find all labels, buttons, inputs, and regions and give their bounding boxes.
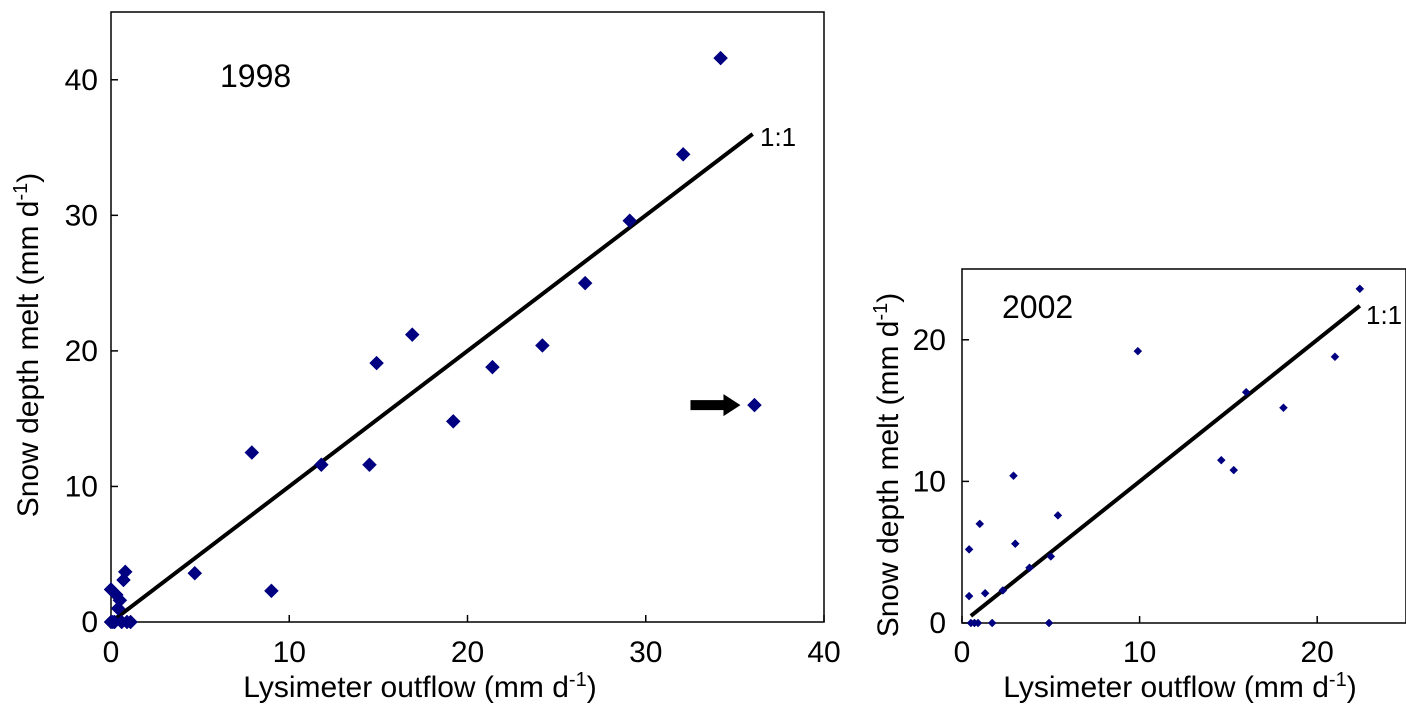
one-to-one-label-1998: 1:1 bbox=[760, 122, 796, 152]
data-point-1998 bbox=[675, 146, 691, 162]
x-ticks-1998: 0 10 20 30 40 bbox=[103, 615, 841, 669]
y-tick-label-1998: 0 bbox=[81, 606, 98, 639]
arrow-head bbox=[723, 394, 741, 417]
y-tick-label-1998: 30 bbox=[65, 199, 98, 232]
one-to-one-line-1998 bbox=[109, 132, 754, 624]
y-tick-label-1998: 10 bbox=[65, 470, 98, 503]
arrow-annotation-1998 bbox=[690, 394, 741, 417]
data-point-1998 bbox=[187, 565, 203, 581]
data-point-1998 bbox=[485, 359, 500, 375]
y-tick-label-2002: 10 bbox=[913, 465, 946, 498]
x-tick-label-1998: 0 bbox=[103, 636, 120, 669]
points-2002 bbox=[964, 284, 1365, 628]
data-point-1998 bbox=[117, 564, 133, 580]
chart-2002: 0 10 20 0 10 20 1:1 2002 Snow depth melt (mm… bbox=[870, 268, 1406, 704]
year-label-1998: 1998 bbox=[220, 58, 291, 94]
x-tick-label-1998: 40 bbox=[807, 636, 840, 669]
data-point-1998 bbox=[535, 338, 550, 353]
data-point-2002 bbox=[987, 618, 997, 628]
data-point-2002 bbox=[998, 586, 1008, 595]
y-ticks-2002: 0 10 20 bbox=[913, 324, 969, 640]
data-point-1998 bbox=[362, 457, 377, 473]
data-point-1998 bbox=[577, 275, 593, 291]
data-point-2002 bbox=[973, 618, 983, 628]
data-point-1998 bbox=[445, 414, 461, 429]
data-point-2002 bbox=[1053, 511, 1063, 520]
data-point-2002 bbox=[1010, 539, 1020, 549]
year-label-2002: 2002 bbox=[1002, 289, 1073, 325]
data-point-2002 bbox=[1133, 346, 1143, 356]
one-to-one-line-2002 bbox=[969, 304, 1362, 618]
data-point-2002 bbox=[1046, 552, 1056, 561]
x-ticks-2002: 0 10 20 bbox=[954, 616, 1334, 669]
points-1998 bbox=[103, 50, 762, 630]
plot-frame-2002 bbox=[961, 268, 1406, 624]
data-point-1998 bbox=[264, 583, 279, 599]
data-point-1998 bbox=[747, 397, 762, 413]
x-tick-label-1998: 10 bbox=[273, 636, 306, 669]
y-tick-label-2002: 0 bbox=[929, 607, 946, 640]
data-point-2002 bbox=[964, 591, 974, 601]
data-point-2002 bbox=[1279, 403, 1288, 413]
data-point-1998 bbox=[404, 327, 420, 342]
x-axis-title-2002: Lysimeter outflow (mm d-1) bbox=[1003, 669, 1356, 704]
y-tick-label-1998: 20 bbox=[65, 335, 98, 368]
y-tick-label-2002: 20 bbox=[913, 324, 946, 357]
plot-frame-1998 bbox=[110, 11, 825, 623]
x-tick-label-2002: 10 bbox=[1123, 636, 1156, 669]
data-point-2002 bbox=[1330, 352, 1340, 362]
data-point-2002 bbox=[1044, 618, 1054, 628]
data-point-2002 bbox=[1241, 387, 1251, 397]
data-point-1998 bbox=[713, 50, 728, 66]
x-tick-label-2002: 0 bbox=[954, 636, 971, 669]
data-point-2002 bbox=[1025, 563, 1034, 573]
data-point-2002 bbox=[964, 545, 974, 554]
data-point-2002 bbox=[980, 588, 990, 598]
y-ticks-1998: 0 10 20 30 40 bbox=[65, 64, 118, 639]
data-point-1998 bbox=[244, 445, 260, 460]
data-point-1998 bbox=[369, 355, 384, 371]
data-point-1998 bbox=[123, 614, 138, 630]
data-point-2002 bbox=[1229, 465, 1239, 475]
data-point-1998 bbox=[110, 601, 126, 616]
x-tick-label-2002: 20 bbox=[1301, 636, 1334, 669]
arrow-shaft bbox=[690, 400, 725, 411]
chart-1998: 0 10 20 30 40 0 10 20 30 40 1:1 1998 Snow depth … bbox=[10, 11, 841, 704]
x-tick-label-1998: 20 bbox=[451, 636, 484, 669]
data-point-2002 bbox=[1009, 471, 1018, 481]
data-point-2002 bbox=[1216, 455, 1226, 465]
data-point-1998 bbox=[622, 213, 638, 229]
x-tick-label-1998: 30 bbox=[629, 636, 662, 669]
one-to-one-label-2002: 1:1 bbox=[1366, 300, 1402, 330]
data-point-2002 bbox=[975, 519, 985, 529]
y-tick-label-1998: 40 bbox=[65, 64, 98, 97]
data-point-1998 bbox=[313, 457, 329, 473]
data-point-2002 bbox=[1355, 284, 1365, 294]
x-axis-title-1998: Lysimeter outflow (mm d-1) bbox=[243, 669, 596, 704]
y-axis-title-2002: Snow depth melt (mm d-1) bbox=[870, 293, 905, 638]
y-axis-title-1998: Snow depth melt (mm d-1) bbox=[10, 173, 45, 518]
